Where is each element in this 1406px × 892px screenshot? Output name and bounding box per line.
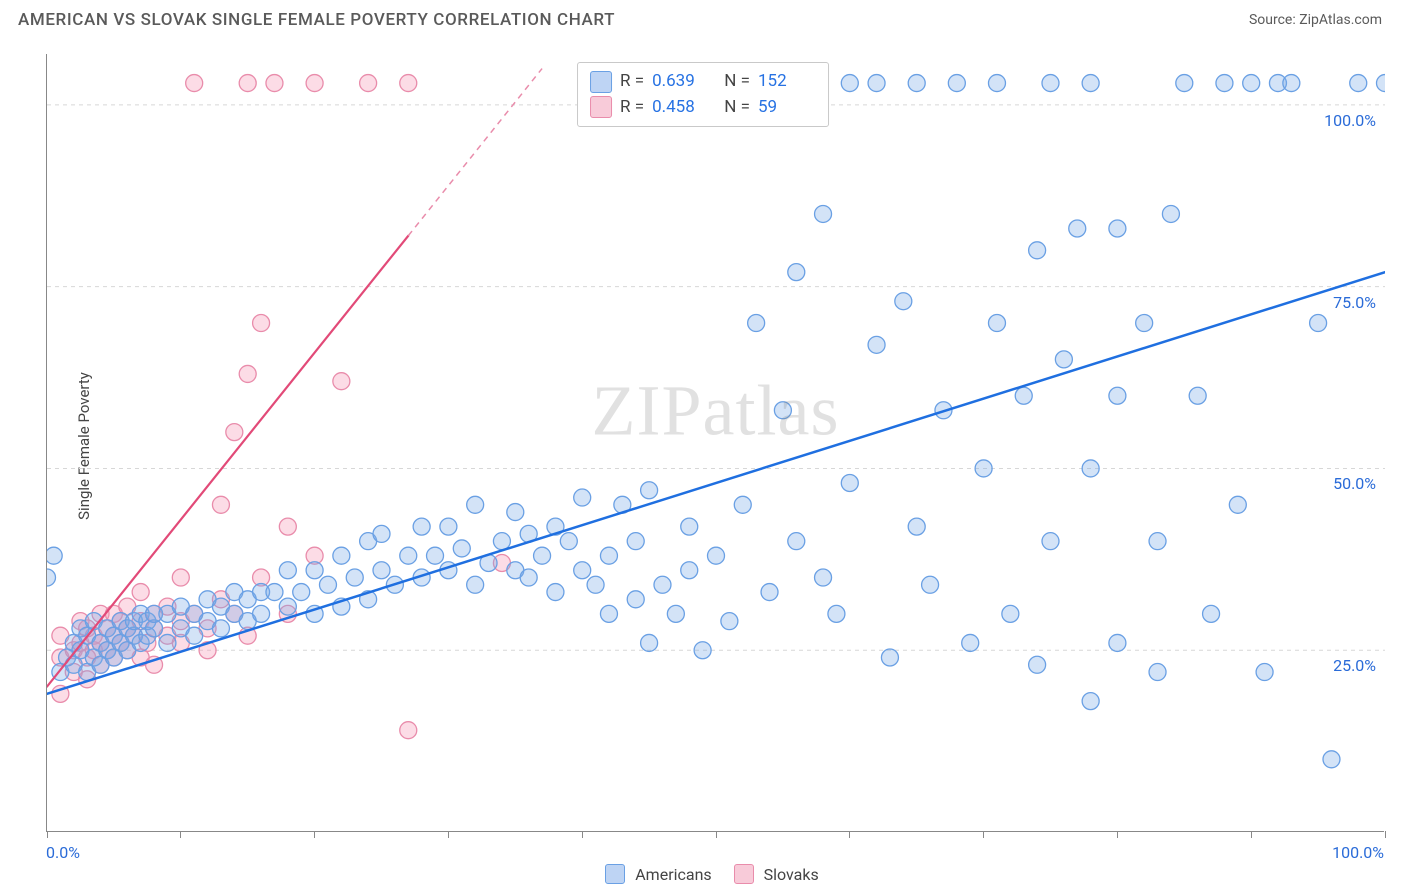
n-label: N = xyxy=(724,69,750,95)
r-label: R = xyxy=(620,95,644,121)
r-value: 0.639 xyxy=(652,69,704,95)
legend-swatch-pink-icon xyxy=(734,864,754,884)
y-tick-label: 100.0% xyxy=(1324,111,1376,130)
source-label: Source: ZipAtlas.com xyxy=(1249,12,1382,28)
n-label: N = xyxy=(724,95,750,121)
y-tick-label: 75.0% xyxy=(1333,293,1376,312)
swatch-blue-icon xyxy=(590,71,612,93)
stats-row-slovaks: R = 0.458 N = 59 xyxy=(590,95,810,121)
legend-label-slovaks: Slovaks xyxy=(764,865,819,884)
x-tick-max: 100.0% xyxy=(1332,843,1384,862)
stats-row-americans: R = 0.639 N = 152 xyxy=(590,69,810,95)
y-tick-label: 50.0% xyxy=(1333,474,1376,493)
r-value: 0.458 xyxy=(652,95,704,121)
r-label: R = xyxy=(620,69,644,95)
y-tick-label: 25.0% xyxy=(1333,656,1376,675)
legend: Americans Slovaks xyxy=(0,864,1406,884)
scatter-plot: ZIPatlas xyxy=(46,54,1384,832)
chart-title: AMERICAN VS SLOVAK SINGLE FEMALE POVERTY… xyxy=(18,10,615,30)
correlation-stats-box: R = 0.639 N = 152 R = 0.458 N = 59 xyxy=(577,62,829,127)
x-axis-labels: 0.0% 100.0% xyxy=(46,843,1384,862)
x-tick-min: 0.0% xyxy=(46,843,80,862)
n-value: 152 xyxy=(758,69,810,95)
legend-label-americans: Americans xyxy=(635,865,711,884)
n-value: 59 xyxy=(758,95,810,121)
swatch-pink-icon xyxy=(590,96,612,118)
legend-swatch-blue-icon xyxy=(605,864,625,884)
